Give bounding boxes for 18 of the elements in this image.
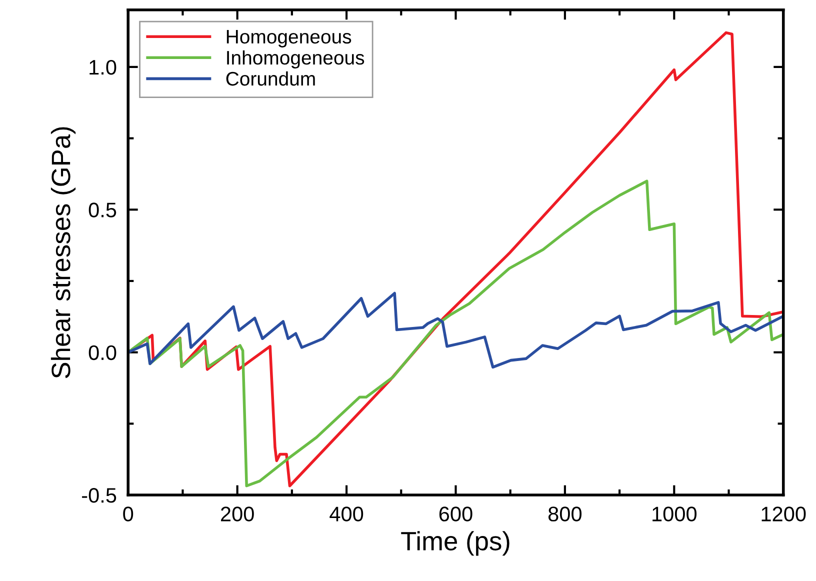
legend-label: Corundum xyxy=(226,71,315,86)
x-tick-label: 800 xyxy=(548,506,582,522)
y-tick-label: 1.0 xyxy=(90,60,116,75)
y-tick-label: 0.5 xyxy=(88,202,116,218)
y-tick-label: -0.5 xyxy=(82,488,116,503)
x-tick-label: 200 xyxy=(220,506,254,522)
y-axis-title: Shear stresses (GPa) xyxy=(50,127,76,378)
legend-label: Inhomogeneous xyxy=(227,50,364,68)
legend-label: Homogeneous xyxy=(226,30,352,48)
x-tick-label: 1200 xyxy=(762,506,806,522)
x-tick-label: 600 xyxy=(439,506,472,522)
line-series xyxy=(128,292,784,369)
x-axis-title: Time (ps) xyxy=(401,531,510,556)
line-series xyxy=(128,180,784,488)
y-tick-label: 0.0 xyxy=(88,345,116,360)
x-tick-label: 0 xyxy=(123,506,134,522)
x-tick-label: 1000 xyxy=(652,506,697,522)
x-tick-label: 400 xyxy=(330,506,364,522)
